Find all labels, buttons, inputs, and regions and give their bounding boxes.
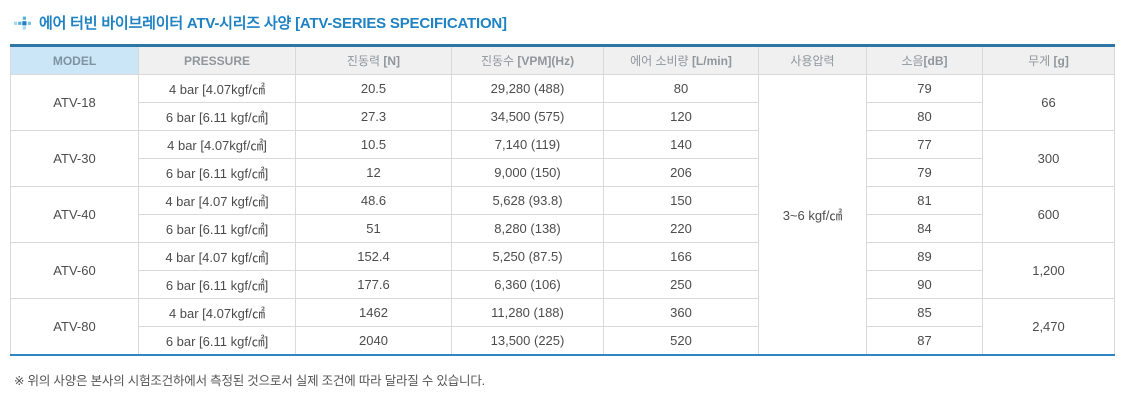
- usage-pressure-cell: 3~6 kgf/㎠: [758, 74, 867, 356]
- pressure-cell: 6 bar [6.11 kgf/㎠]: [138, 214, 296, 243]
- footnote: ※ 위의 사양은 본사의 시험조건하에서 측정된 것으로서 실제 조건에 따라 …: [14, 374, 485, 388]
- force-cell: 27.3: [295, 102, 452, 131]
- pressure-cell: 4 bar [4.07kgf/㎠: [138, 74, 296, 103]
- air-cell: 250: [603, 270, 759, 299]
- air-cell: 140: [603, 130, 759, 159]
- force-cell: 177.6: [295, 270, 452, 299]
- air-cell: 120: [603, 102, 759, 131]
- noise-cell: 89: [866, 242, 983, 271]
- col-header-usage-pressure: 사용압력: [758, 45, 867, 75]
- air-cell: 80: [603, 74, 759, 103]
- air-cell: 520: [603, 326, 759, 356]
- col-header-noise: 소음[dB]: [866, 45, 983, 75]
- air-cell: 360: [603, 298, 759, 327]
- vpm-cell: 5,628 (93.8): [451, 186, 604, 215]
- col-header-model: MODEL: [10, 45, 139, 75]
- col-header-pressure: PRESSURE: [138, 45, 296, 75]
- pressure-cell: 4 bar [4.07 kgf/㎠]: [138, 186, 296, 215]
- pressure-cell: 4 bar [4.07kgf/㎠]: [138, 130, 296, 159]
- title-bullet-icon: [14, 16, 31, 29]
- force-cell: 51: [295, 214, 452, 243]
- spec-row: 6 bar [6.11 kgf/㎠] 51 8,280 (138) 220 84: [11, 214, 1115, 243]
- force-cell: 152.4: [295, 242, 452, 271]
- col-header-weight: 무게 [g]: [982, 45, 1115, 75]
- force-cell: 2040: [295, 326, 452, 356]
- vpm-cell: 6,360 (106): [451, 270, 604, 299]
- force-cell: 20.5: [295, 74, 452, 103]
- noise-cell: 81: [866, 186, 983, 215]
- page: 에어 터빈 바이브레이터 ATV-시리즈 사양 [ATV-SERIES SPEC…: [10, 12, 1140, 388]
- noise-cell: 80: [866, 102, 983, 131]
- page-title: 에어 터빈 바이브레이터 ATV-시리즈 사양 [ATV-SERIES SPEC…: [39, 15, 507, 32]
- force-cell: 1462: [295, 298, 452, 327]
- noise-cell: 85: [866, 298, 983, 327]
- spec-row: 6 bar [6.11 kgf/㎠] 27.3 34,500 (575) 120…: [11, 102, 1115, 131]
- pressure-cell: 6 bar [6.11 kgf/㎠]: [138, 158, 296, 187]
- pressure-cell: 4 bar [4.07 kgf/㎠]: [138, 242, 296, 271]
- noise-cell: 87: [866, 326, 983, 356]
- weight-cell: 300: [982, 130, 1115, 187]
- vpm-cell: 11,280 (188): [451, 298, 604, 327]
- model-cell: ATV-30: [10, 130, 139, 187]
- force-cell: 10.5: [295, 130, 452, 159]
- vpm-cell: 29,280 (488): [451, 74, 604, 103]
- weight-cell: 2,470: [982, 298, 1115, 356]
- noise-cell: 90: [866, 270, 983, 299]
- vpm-cell: 13,500 (225): [451, 326, 604, 356]
- col-header-force: 진동력 [N]: [295, 45, 452, 75]
- vpm-cell: 5,250 (87.5): [451, 242, 604, 271]
- noise-cell: 79: [866, 158, 983, 187]
- model-cell: ATV-80: [10, 298, 139, 356]
- air-cell: 150: [603, 186, 759, 215]
- model-cell: ATV-60: [10, 242, 139, 299]
- weight-cell: 66: [982, 74, 1115, 131]
- pressure-cell: 6 bar [6.11 kgf/㎠]: [138, 326, 296, 356]
- vpm-cell: 8,280 (138): [451, 214, 604, 243]
- force-cell: 12: [295, 158, 452, 187]
- vpm-cell: 9,000 (150): [451, 158, 604, 187]
- noise-cell: 79: [866, 74, 983, 103]
- air-cell: 166: [603, 242, 759, 271]
- weight-cell: 1,200: [982, 242, 1115, 299]
- pressure-cell: 4 bar [4.07kgf/㎠: [138, 298, 296, 327]
- noise-cell: 77: [866, 130, 983, 159]
- spec-row: 6 bar [6.11 kgf/㎠] 2040 13,500 (225) 520…: [11, 326, 1115, 356]
- spec-row: ATV-60 4 bar [4.07 kgf/㎠] 152.4 5,250 (8…: [10, 242, 1115, 299]
- model-cell: ATV-40: [10, 186, 139, 243]
- vpm-cell: 34,500 (575): [451, 102, 604, 131]
- weight-cell: 600: [982, 186, 1115, 243]
- spec-row: ATV-80 4 bar [4.07kgf/㎠ 1462 11,280 (188…: [10, 298, 1115, 356]
- spec-row: ATV-40 4 bar [4.07 kgf/㎠] 48.6 5,628 (93…: [10, 186, 1115, 243]
- model-cell: ATV-18: [10, 74, 139, 131]
- spec-table: MODEL PRESSURE 진동력 [N] 진동수 [VPM](Hz) 에어 …: [10, 44, 1115, 356]
- spec-row: ATV-30 4 bar [4.07kgf/㎠] 10.5 7,140 (119…: [10, 130, 1115, 187]
- spec-row: ATV-18 4 bar [4.07kgf/㎠ 20.5 29,280 (488…: [10, 74, 1115, 356]
- air-cell: 220: [603, 214, 759, 243]
- section-title: 에어 터빈 바이브레이터 ATV-시리즈 사양 [ATV-SERIES SPEC…: [14, 12, 1140, 33]
- noise-cell: 84: [866, 214, 983, 243]
- air-cell: 206: [603, 158, 759, 187]
- pressure-cell: 6 bar [6.11 kgf/㎠]: [138, 102, 296, 131]
- pressure-cell: 6 bar [6.11 kgf/㎠]: [138, 270, 296, 299]
- col-header-vpm: 진동수 [VPM](Hz): [451, 45, 604, 75]
- vpm-cell: 7,140 (119): [451, 130, 604, 159]
- spec-row: 6 bar [6.11 kgf/㎠] 12 9,000 (150) 206 79: [11, 158, 1115, 187]
- force-cell: 48.6: [295, 186, 452, 215]
- spec-row: 6 bar [6.11 kgf/㎠] 177.6 6,360 (106) 250…: [11, 270, 1115, 299]
- header-row: MODEL PRESSURE 진동력 [N] 진동수 [VPM](Hz) 에어 …: [10, 45, 1115, 75]
- col-header-air: 에어 소비량 [L/min]: [603, 45, 759, 75]
